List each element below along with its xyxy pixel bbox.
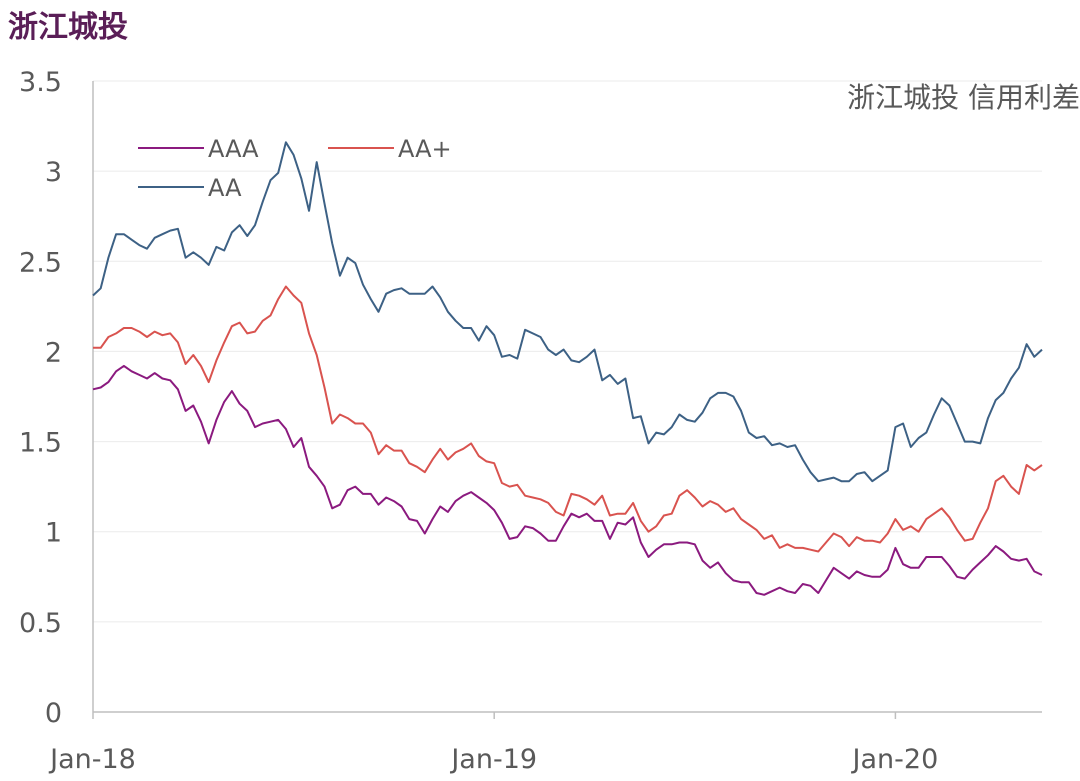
series-line-aa-plus [93, 285, 1043, 553]
y-tick-label: 2 [45, 337, 62, 368]
axes [92, 81, 1042, 719]
y-tick-label: 3 [45, 157, 62, 188]
y-tick-label: 0.5 [19, 608, 62, 639]
legend-label: AAA [208, 135, 259, 163]
x-tick-labels: Jan-18 Jan-19 Jan-20 [48, 744, 938, 775]
y-tick-label: 3.5 [19, 67, 62, 98]
x-tick-label: Jan-19 [449, 744, 537, 775]
legend-label: AA+ [398, 135, 452, 163]
chart-title: 浙江城投 信用利差 [847, 81, 1080, 114]
page-title: 浙江城投 [8, 10, 128, 45]
gridlines [93, 80, 1042, 623]
series-lines [92, 141, 1043, 596]
y-tick-label: 1 [45, 518, 62, 549]
legend-label: AA [208, 174, 242, 202]
x-tick-label: Jan-18 [48, 744, 136, 775]
x-tick-label: Jan-20 [851, 744, 939, 775]
y-tick-label: 1.5 [19, 428, 62, 459]
y-tick-labels: 0 0.5 1 1.5 2 2.5 3 3.5 [19, 67, 62, 729]
series-line-aaa [92, 364, 1043, 596]
y-tick-label: 2.5 [19, 247, 62, 278]
series-line-aa [92, 141, 1043, 483]
y-tick-label: 0 [45, 698, 62, 729]
legend: AAA AA+ AA [138, 135, 452, 202]
